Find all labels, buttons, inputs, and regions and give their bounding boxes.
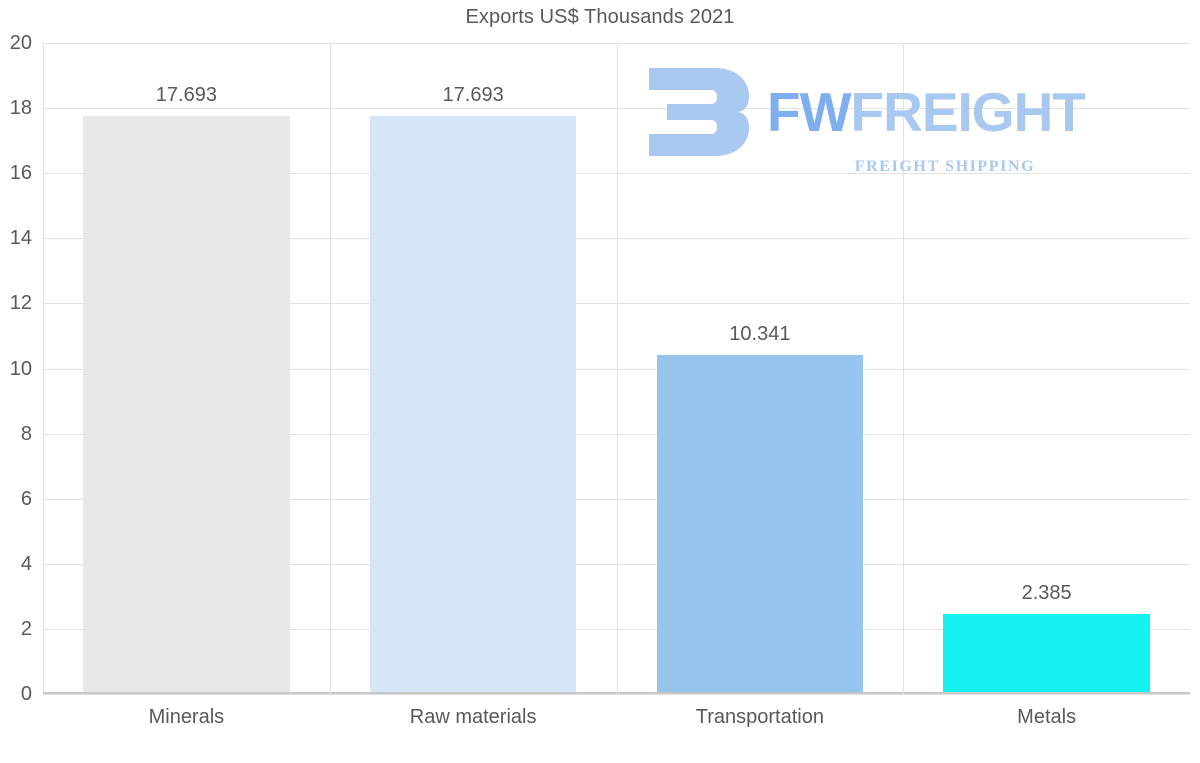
gridline-vertical (329, 43, 331, 694)
y-axis-tick-label: 14 (9, 227, 32, 250)
y-axis-tick-label: 10 (9, 357, 32, 380)
y-axis-tick-label: 0 (20, 683, 32, 705)
y-axis-tick-label: 18 (9, 97, 32, 120)
bar-transportation[interactable] (656, 355, 864, 692)
y-axis-tick-label: 2 (20, 617, 32, 640)
bar-minerals[interactable] (83, 116, 290, 692)
x-axis-tick-label: Metals (1017, 706, 1077, 728)
y-axis-tick-label: 12 (9, 292, 32, 315)
y-axis-tick-label: 16 (9, 162, 32, 185)
y-axis-tick-label: 4 (20, 552, 32, 575)
y-axis-tick-label: 8 (20, 422, 32, 445)
chart-title: Exports US$ Thousands 2021 (465, 6, 735, 28)
bar-value-label: 17.693 (442, 84, 504, 107)
gridline-horizontal (43, 694, 1190, 695)
gridline-vertical (903, 43, 905, 694)
bar-value-label: 2.385 (1021, 582, 1072, 605)
bar-metals[interactable] (943, 614, 1150, 692)
x-axis-tick-label: Raw materials (409, 706, 537, 728)
y-axis-tick-label: 6 (20, 487, 32, 510)
bar-value-label: 10.341 (729, 323, 791, 346)
x-axis-tick-label: Transportation (695, 706, 824, 728)
y-axis-tick-label: 20 (9, 32, 32, 54)
bar-raw-materials[interactable] (369, 116, 577, 692)
bar-value-label: 17.693 (155, 84, 217, 107)
plot-area (43, 43, 1190, 695)
x-axis-tick-label: Minerals (148, 706, 225, 728)
gridline-vertical (616, 43, 618, 694)
